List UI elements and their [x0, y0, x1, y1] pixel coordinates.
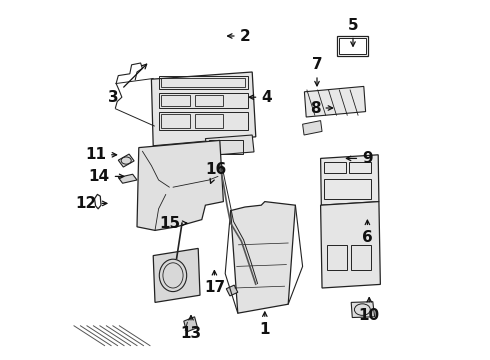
Polygon shape: [153, 248, 200, 302]
Text: 11: 11: [85, 147, 117, 162]
Polygon shape: [184, 317, 197, 332]
Polygon shape: [137, 140, 223, 230]
Bar: [162, 95, 190, 106]
Polygon shape: [303, 121, 322, 135]
Text: 13: 13: [180, 316, 201, 341]
Polygon shape: [304, 86, 366, 117]
Polygon shape: [226, 285, 238, 296]
Bar: [162, 78, 245, 87]
Bar: [162, 114, 190, 128]
Text: 10: 10: [359, 298, 380, 323]
Text: 4: 4: [249, 90, 272, 105]
Text: 8: 8: [310, 100, 333, 116]
Bar: [195, 95, 223, 106]
Text: 15: 15: [159, 216, 187, 231]
Polygon shape: [351, 302, 374, 318]
Bar: [324, 162, 346, 173]
Text: 2: 2: [227, 28, 250, 44]
Text: 6: 6: [362, 220, 373, 245]
Polygon shape: [118, 174, 137, 183]
Text: 9: 9: [346, 151, 373, 166]
Bar: [159, 76, 247, 89]
Text: 5: 5: [348, 18, 358, 46]
Polygon shape: [205, 135, 254, 156]
Bar: [324, 179, 371, 199]
Text: 17: 17: [204, 271, 225, 296]
Text: 1: 1: [260, 312, 270, 337]
Bar: [159, 112, 247, 130]
Bar: [351, 245, 370, 270]
Bar: [195, 114, 223, 128]
Bar: [159, 93, 247, 108]
Polygon shape: [320, 202, 380, 288]
Polygon shape: [231, 202, 295, 313]
Polygon shape: [118, 154, 134, 167]
Polygon shape: [320, 155, 379, 205]
Bar: [339, 38, 366, 54]
Text: 7: 7: [312, 57, 322, 86]
Bar: [209, 140, 243, 154]
Polygon shape: [151, 72, 256, 146]
Text: 16: 16: [206, 162, 227, 183]
Bar: [349, 162, 371, 173]
Bar: [327, 245, 347, 270]
Text: 3: 3: [108, 64, 147, 105]
Text: 14: 14: [89, 169, 124, 184]
Text: 12: 12: [75, 196, 107, 211]
Bar: [337, 36, 368, 56]
